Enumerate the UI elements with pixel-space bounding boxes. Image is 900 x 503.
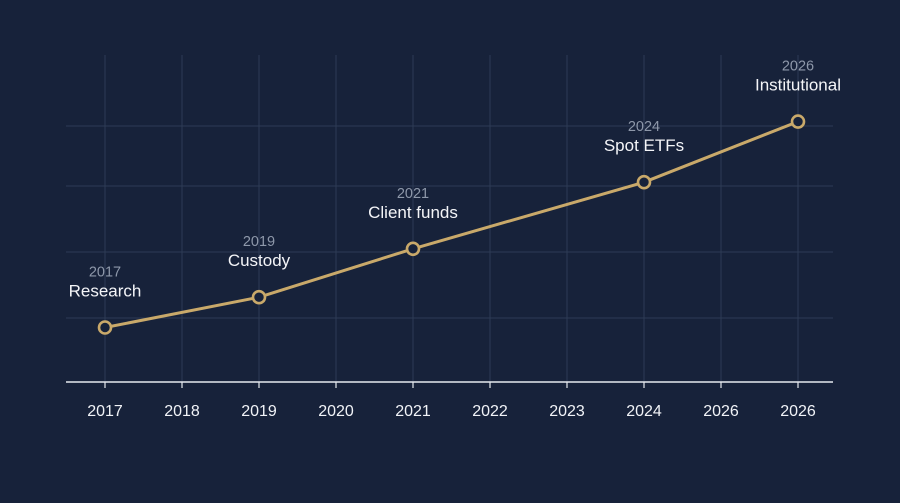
grid-layer: [66, 55, 833, 382]
milestone-label: Custody: [228, 251, 291, 270]
milestone-year-label: 2017: [89, 265, 121, 281]
milestone-year-label: 2026: [782, 59, 814, 75]
data-point: [97, 320, 113, 335]
data-point: [790, 114, 806, 129]
series-line: [103, 120, 800, 329]
data-point: [636, 174, 652, 190]
milestone-year-label: 2019: [243, 234, 275, 250]
x-tick-label: 2018: [164, 403, 200, 420]
milestone-label: Client funds: [368, 203, 458, 222]
x-tick-label: 2019: [241, 403, 277, 420]
x-tick-label: 2021: [395, 403, 431, 420]
series-layer: [97, 114, 806, 335]
x-tick-label: 2017: [87, 403, 123, 420]
data-point: [405, 241, 421, 257]
x-tick-label: 2020: [318, 403, 354, 420]
milestone-label: Spot ETFs: [604, 136, 684, 155]
x-tick-label: 2023: [549, 403, 585, 420]
x-tick-label: 2024: [626, 403, 662, 420]
x-axis: 2017 2018 2019 2020 2021 2022 2023 2024 2026 2026: [66, 381, 833, 420]
x-tick-label: 2026: [780, 403, 816, 420]
data-point: [251, 289, 267, 305]
milestone-year-label: 2024: [628, 119, 660, 135]
milestone-label: Institutional: [755, 76, 841, 95]
milestone-label: Research: [69, 282, 142, 301]
milestone-year-label: 2021: [397, 186, 429, 202]
x-tick-label: 2026: [703, 403, 739, 420]
x-tick-label: 2022: [472, 403, 508, 420]
